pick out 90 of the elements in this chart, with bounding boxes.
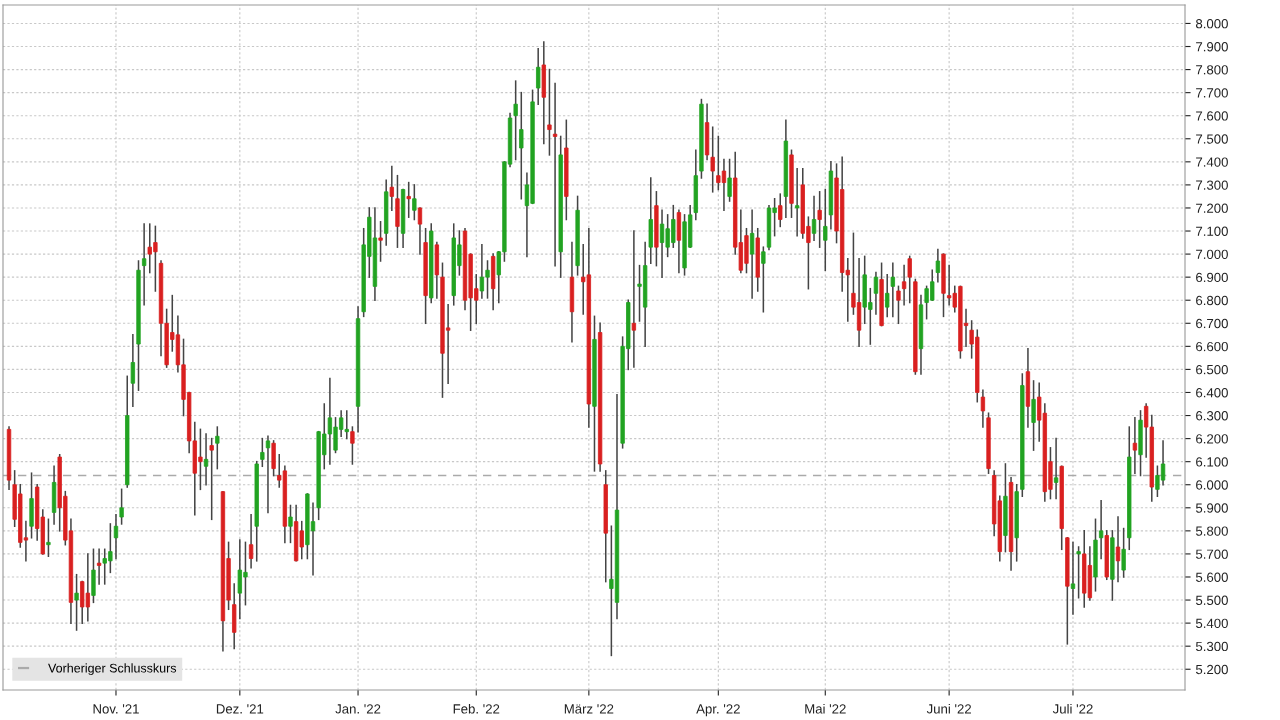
y-tick-label: 7.300 — [1196, 180, 1228, 190]
x-tick-label: März '22 — [564, 704, 614, 714]
y-tick-label: 7.900 — [1196, 42, 1228, 52]
candlestick — [885, 274, 890, 318]
candlestick — [1132, 417, 1138, 474]
y-tick-label: 6.600 — [1196, 341, 1228, 352]
y-tick-label: 5.900 — [1195, 503, 1228, 513]
y-tick-label: 7.400 — [1196, 157, 1228, 167]
candlestick — [536, 48, 541, 105]
candlestick — [412, 184, 417, 221]
candlestick — [389, 165, 394, 212]
candlestick — [811, 195, 817, 242]
candlestick — [1070, 541, 1076, 615]
candlestick — [1121, 527, 1126, 578]
candlestick — [209, 437, 214, 521]
y-tick-label: 6.900 — [1196, 272, 1228, 283]
candlestick — [113, 513, 119, 560]
candlestick — [203, 433, 209, 486]
x-tick-label: Mai '22 — [805, 703, 846, 714]
candlestick — [547, 68, 552, 156]
y-tick-label: 7.500 — [1196, 134, 1228, 144]
candlestick — [215, 426, 220, 470]
candlestick — [901, 264, 907, 306]
y-tick-label: 5.500 — [1195, 595, 1228, 605]
candlestick — [896, 285, 901, 325]
candlestick — [260, 437, 265, 468]
candlestick — [248, 513, 254, 569]
x-tick-label: Nov. '21 — [93, 704, 139, 714]
x-tick-label: Feb. '22 — [453, 703, 500, 714]
candlestick — [778, 193, 783, 228]
y-tick-label: 6.100 — [1196, 457, 1228, 467]
x-tick-label: Juni '22 — [926, 703, 971, 714]
x-tick-label: Jan. '22 — [335, 704, 381, 714]
candlestick — [817, 191, 822, 248]
candlestick — [890, 262, 895, 318]
y-tick-label: 5.400 — [1195, 618, 1228, 629]
y-tick-label: 6.700 — [1196, 318, 1228, 329]
y-tick-label: 5.200 — [1195, 664, 1228, 675]
candlestick — [794, 167, 800, 237]
candlestick — [513, 80, 518, 161]
candlestick — [519, 91, 524, 200]
x-tick-label: Apr. '22 — [696, 704, 740, 717]
candlestick — [980, 389, 986, 428]
candlestick — [46, 518, 51, 557]
x-tick-label: Dez. '21 — [216, 704, 264, 714]
y-tick-label: 6.400 — [1196, 388, 1228, 398]
y-tick-label: 7.600 — [1196, 111, 1228, 121]
legend-label: Vorheriger Schlusskurs — [48, 663, 177, 675]
candlestick — [1076, 546, 1081, 599]
candlestick — [417, 207, 423, 255]
candlestick — [96, 548, 102, 585]
y-tick-label: 7.700 — [1196, 88, 1228, 98]
candlestick — [119, 488, 124, 525]
y-tick-label: 7.000 — [1196, 249, 1228, 259]
candlestick — [1031, 380, 1036, 451]
y-tick-label: 7.100 — [1196, 226, 1228, 236]
x-tick-label: Juli '22 — [1052, 703, 1093, 714]
y-tick-label: 5.700 — [1195, 549, 1228, 559]
candlestick — [1098, 500, 1104, 560]
candlestick — [761, 246, 766, 313]
candlestick — [935, 248, 941, 283]
candlestick — [265, 435, 271, 514]
candlestick — [873, 271, 879, 315]
candlestick — [350, 426, 355, 465]
candlestick — [631, 230, 637, 368]
candlestick — [130, 334, 136, 408]
y-tick-label: 6.000 — [1196, 480, 1228, 490]
y-tick-label: 5.300 — [1195, 641, 1228, 652]
y-tick-label: 5.600 — [1195, 572, 1228, 582]
y-tick-label: 6.800 — [1196, 295, 1228, 306]
candlestick — [406, 181, 411, 218]
candlestick — [1053, 437, 1059, 500]
y-tick-label: 6.200 — [1196, 434, 1228, 444]
candlestick — [727, 158, 732, 202]
candlestick — [710, 126, 715, 193]
y-tick-label: 6.500 — [1196, 364, 1228, 375]
y-tick-label: 6.300 — [1196, 411, 1228, 421]
candlestick — [288, 504, 293, 544]
candlestick — [378, 221, 383, 262]
y-tick-label: 7.200 — [1196, 203, 1228, 213]
y-tick-label: 7.800 — [1196, 65, 1228, 75]
candlestick — [749, 209, 755, 299]
candlestick — [823, 188, 828, 272]
candlestick — [141, 223, 147, 306]
y-tick-label: 5.800 — [1195, 526, 1228, 536]
candlestick — [74, 573, 79, 631]
candlestick — [552, 82, 558, 267]
candlestick — [907, 255, 912, 304]
y-tick-label: 8.000 — [1195, 19, 1228, 29]
candlestick — [1115, 516, 1121, 583]
